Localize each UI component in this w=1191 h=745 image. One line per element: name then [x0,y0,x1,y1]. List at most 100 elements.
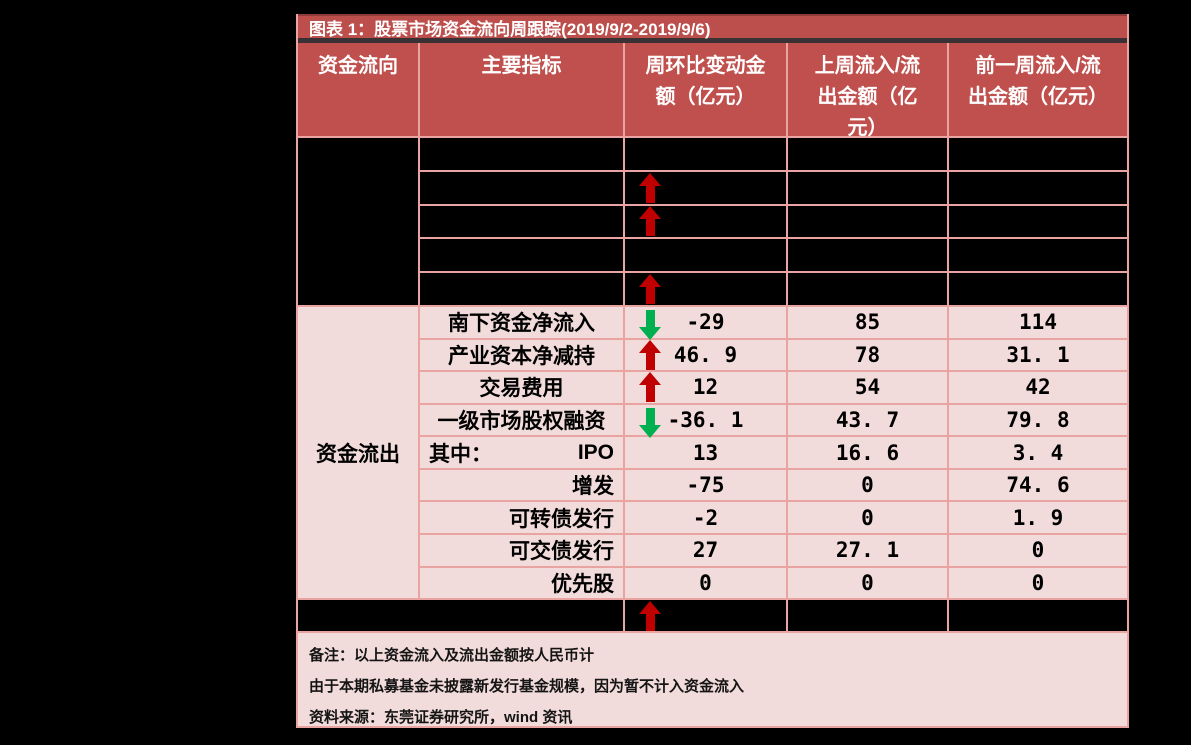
indicator-prefix: 其中： [429,442,492,466]
last-week-cell [788,138,949,170]
last-week-cell: 0 [788,502,949,533]
change-cell [625,273,788,305]
prev-week-cell: 0 [1031,538,1045,563]
table-header: 资金流向 主要指标 周环比变动金 额（亿元） 上周流入/流 出金额（亿 元） 前… [298,43,1127,139]
down-arrow-icon [639,407,661,438]
notes-section: 备注：以上资金流入及流出金额按人民币计 由于本期私募基金未披露新发行基金规模，因… [298,633,1127,726]
indicator-cell: 交易费用 [420,372,625,403]
note-line-remark: 备注：以上资金流入及流出金额按人民币计 [309,647,595,664]
table-row: 产业资本净减持 46. 9 78 31. 1 [420,339,1127,373]
indicator-cell: 其中： IPO [420,437,625,468]
indicator-cell: 可转债发行 [420,502,625,533]
change-cell: -29 [625,307,788,341]
change-cell: 27 [625,534,788,566]
change-cell [625,600,788,631]
change-cell [625,171,788,204]
last-week-cell: 85 [788,307,949,338]
indicator-cell: 可交债发行 [420,534,625,566]
change-cell: 0 [625,567,788,599]
note-line-disclaimer: 由于本期私募基金未披露新发行基金规模，因为暂不计入资金流入 [309,678,745,695]
up-arrow-icon [639,600,661,631]
change-cell [625,239,788,272]
footer-arrow-row [298,600,1127,633]
outflow-group-cell: 资金流出 [298,307,420,598]
indicator-cell [420,205,625,238]
outflow-section: 资金流出 南下资金净流入 -29 85 114 产业资本净减持 46. 9 [298,307,1127,600]
figure-table: 图表 1：股票市场资金流向周跟踪(2019/9/2-2019/9/6) 资金流向… [296,14,1129,728]
indicator-cell [420,239,625,272]
prev-week-cell: 74. 6 [1006,473,1070,498]
last-week-cell [788,171,949,204]
prev-week-cell [949,172,1127,204]
up-arrow-icon [639,172,661,203]
inflow-group-cell [298,138,420,305]
indicator-cell: 优先股 [420,567,625,599]
up-arrow-icon [639,372,661,403]
indicator-cell: 增发 [420,469,625,501]
change-cell: -2 [625,502,788,533]
down-arrow-icon [639,310,661,341]
table-row [420,239,1127,274]
table-row: 增发 -75 0 74. 6 [420,469,1127,503]
change-cell: 12 [625,372,788,403]
outflow-rows: 南下资金净流入 -29 85 114 产业资本净减持 46. 9 78 31 [420,307,1127,599]
change-cell: -36. 1 [625,404,788,438]
table-row: 南下资金净流入 -29 85 114 [420,307,1127,341]
table-row: 可交债发行 27 27. 1 0 [420,534,1127,568]
change-cell: -75 [625,469,788,501]
inflow-rows [420,138,1127,305]
up-arrow-icon [639,274,661,305]
table-row [420,273,1127,305]
prev-week-cell: 1. 9 [1012,505,1064,530]
table-row [420,171,1127,206]
last-week-cell: 78 [788,339,949,371]
prev-week-cell: 79. 8 [1006,407,1070,432]
prev-week-cell: 42 [1025,375,1051,400]
table-row: 其中： IPO 13 16. 6 3. 4 [420,437,1127,470]
note-line-source: 资料来源：东莞证券研究所，wind 资讯 [309,709,573,726]
indicator-cell [420,273,625,305]
merged-blank-cell [298,600,625,631]
indicator-cell: 产业资本净减持 [420,339,625,371]
table-row [420,205,1127,240]
up-arrow-icon [639,206,661,237]
prev-week-cell [949,239,1127,271]
inflow-section [298,138,1127,307]
table-row: 可转债发行 -2 0 1. 9 [420,502,1127,535]
prev-week-cell [949,600,1127,631]
prev-week-cell: 114 [1019,310,1057,335]
table-row: 交易费用 12 54 42 [420,372,1127,405]
last-week-cell [788,600,949,631]
prev-week-cell: 3. 4 [1012,440,1064,465]
column-header-last-week: 上周流入/流 出金额（亿 元） [788,43,949,139]
last-week-cell: 54 [788,372,949,403]
last-week-cell [788,205,949,238]
indicator-cell [420,171,625,204]
column-header-main-indicator: 主要指标 [420,43,625,136]
prev-week-cell [949,206,1127,238]
change-cell: 46. 9 [625,339,788,371]
prev-week-cell: 0 [1031,570,1045,595]
change-cell [625,205,788,238]
column-header-wow-change: 周环比变动金 额（亿元） [625,43,788,136]
indicator-cell: 南下资金净流入 [420,307,625,338]
column-header-prev-week: 前一周流入/流 出金额（亿元） [968,55,1108,108]
indicator-cell: 一级市场股权融资 [420,404,625,436]
indicator-sub-label: IPO [577,440,614,464]
last-week-cell: 43. 7 [788,404,949,436]
last-week-cell [788,273,949,305]
last-week-cell [788,239,949,272]
last-week-cell: 27. 1 [788,534,949,566]
prev-week-cell [949,138,1127,170]
column-header-flow-direction: 资金流向 [298,43,420,136]
table-row: 优先股 0 0 0 [420,567,1127,599]
last-week-cell: 0 [788,567,949,599]
table-title: 图表 1：股票市场资金流向周跟踪(2019/9/2-2019/9/6) [298,14,1127,43]
table-row: 一级市场股权融资 -36. 1 43. 7 79. 8 [420,404,1127,438]
change-cell [625,138,788,170]
last-week-cell: 16. 6 [788,437,949,468]
indicator-cell [420,138,625,170]
prev-week-cell [949,273,1127,305]
up-arrow-icon [639,339,661,370]
